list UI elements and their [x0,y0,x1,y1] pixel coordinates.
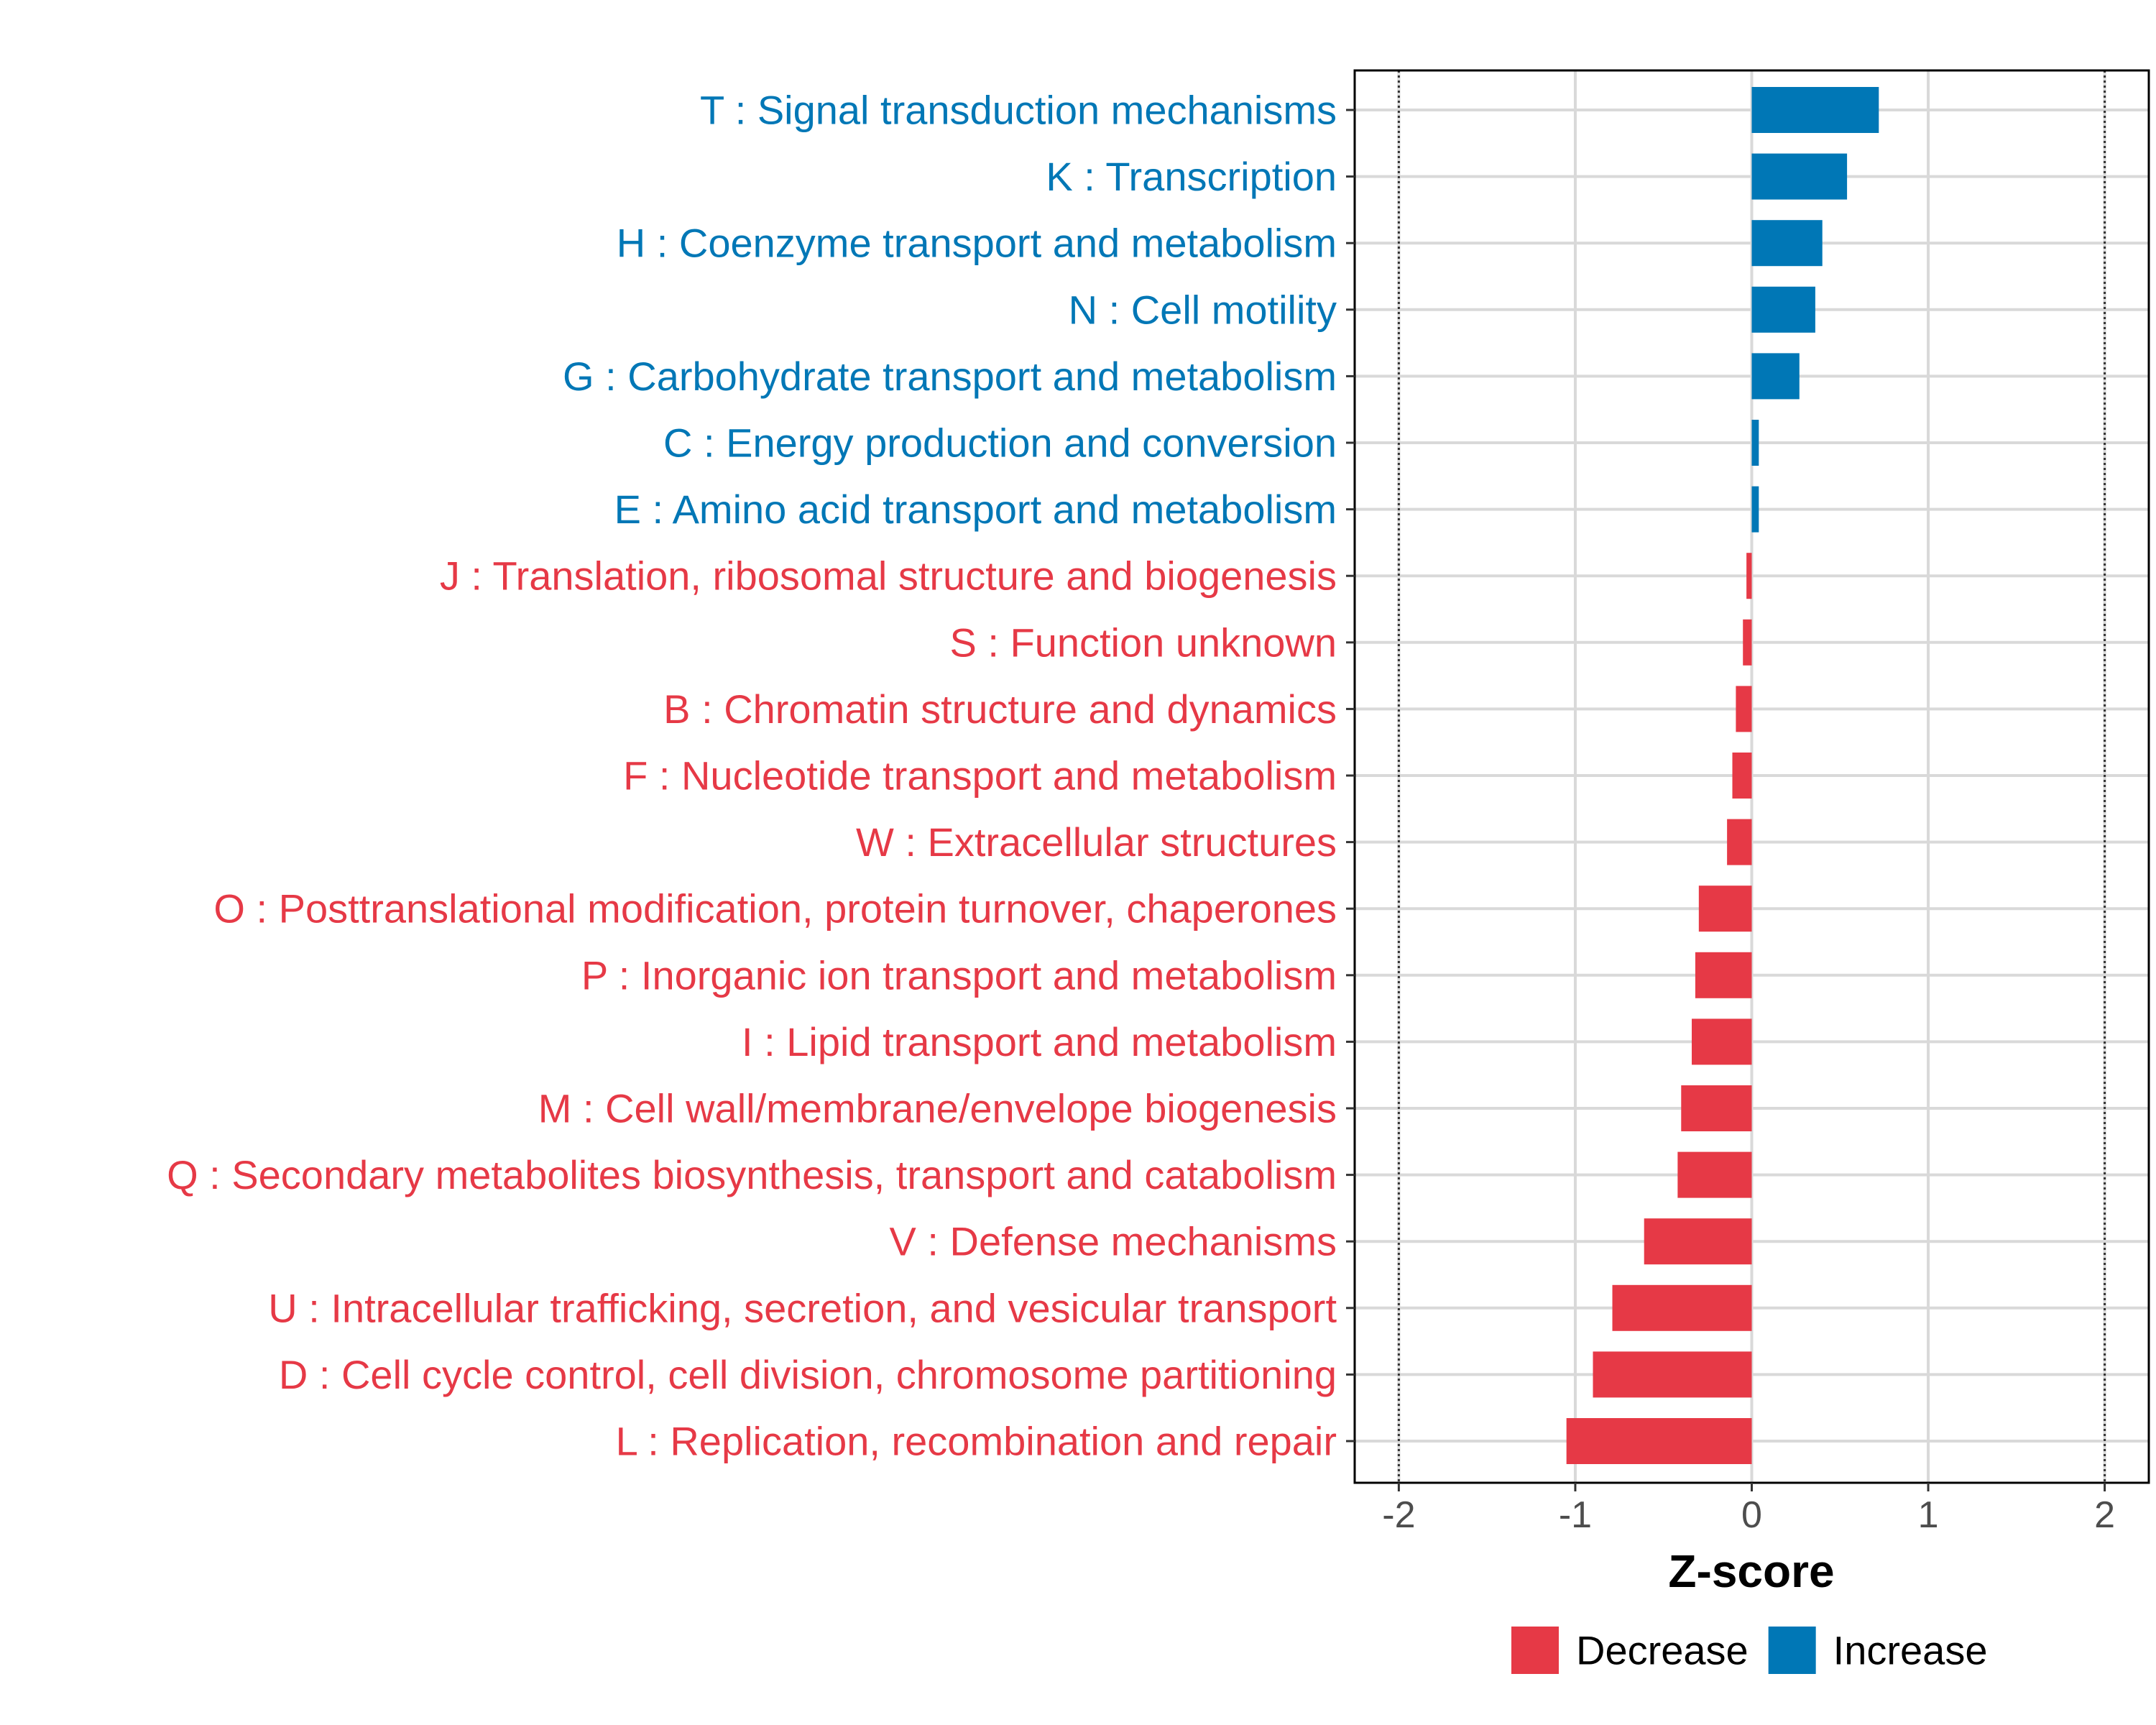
bar [1746,553,1752,599]
reference-lines [1397,70,2106,1483]
category-label: C : Energy production and conversion [663,420,1337,466]
legend-label: Decrease [1576,1628,1749,1673]
category-label: V : Defense mechanisms [890,1219,1337,1264]
bar [1751,220,1823,267]
bar [1751,87,1879,133]
category-label: M : Cell wall/membrane/envelope biogenes… [538,1086,1337,1131]
category-label: N : Cell motility [1069,287,1337,332]
category-label: G : Carbohydrate transport and metabolis… [563,354,1337,399]
legend-key [1511,1627,1559,1674]
bar [1695,952,1752,998]
category-label: J : Translation, ribosomal structure and… [440,553,1337,599]
x-tick-label: 2 [2094,1494,2115,1536]
bar [1698,886,1752,932]
category-label: L : Replication, recombination and repai… [616,1419,1337,1464]
x-axis-ticks: -2 -1 0 1 2 [1382,1483,2115,1536]
bar [1677,1151,1752,1198]
category-label: H : Coenzyme transport and metabolism [617,221,1337,266]
x-axis-title: Z-score [1668,1545,1834,1597]
x-tick-label: -2 [1382,1494,1415,1536]
legend: Decrease Increase [1511,1627,1987,1674]
category-label: B : Chromatin structure and dynamics [663,686,1337,732]
bar [1692,1018,1752,1065]
bar [1612,1284,1752,1331]
bar [1566,1418,1752,1464]
category-label: D : Cell cycle control, cell division, c… [279,1352,1337,1397]
bar [1593,1351,1752,1398]
category-label: T : Signal transduction mechanisms [700,88,1337,133]
bar [1644,1218,1752,1265]
category-labels: T : Signal transduction mechanisms K : Tr… [167,88,1355,1464]
category-label: I : Lipid transport and metabolism [742,1019,1337,1064]
category-label: Q : Secondary metabolites biosynthesis, … [167,1152,1337,1197]
category-label: W : Extracellular structures [856,819,1337,865]
bar [1751,353,1800,400]
category-label: F : Nucleotide transport and metabolism [623,753,1337,799]
bar [1751,153,1848,200]
category-label: S : Function unknown [949,620,1337,665]
bar [1751,420,1759,466]
category-label: U : Intracellular trafficking, secretion… [268,1285,1337,1330]
legend-label: Increase [1833,1628,1988,1673]
category-label: K : Transcription [1046,154,1337,199]
x-tick-label: 0 [1741,1494,1762,1536]
bar [1736,686,1752,732]
legend-key [1768,1627,1816,1674]
category-label: P : Inorganic ion transport and metaboli… [581,952,1337,998]
category-label: E : Amino acid transport and metabolism [614,487,1337,532]
bar [1732,753,1752,799]
bar [1681,1085,1752,1131]
bar [1743,619,1752,666]
category-label: O : Posttranslational modification, prot… [213,886,1337,932]
bar [1727,819,1752,865]
bar [1751,286,1815,333]
x-tick-label: 1 [1918,1494,1939,1536]
bars [1566,87,1879,1464]
x-tick-label: -1 [1559,1494,1592,1536]
bar [1751,486,1759,533]
